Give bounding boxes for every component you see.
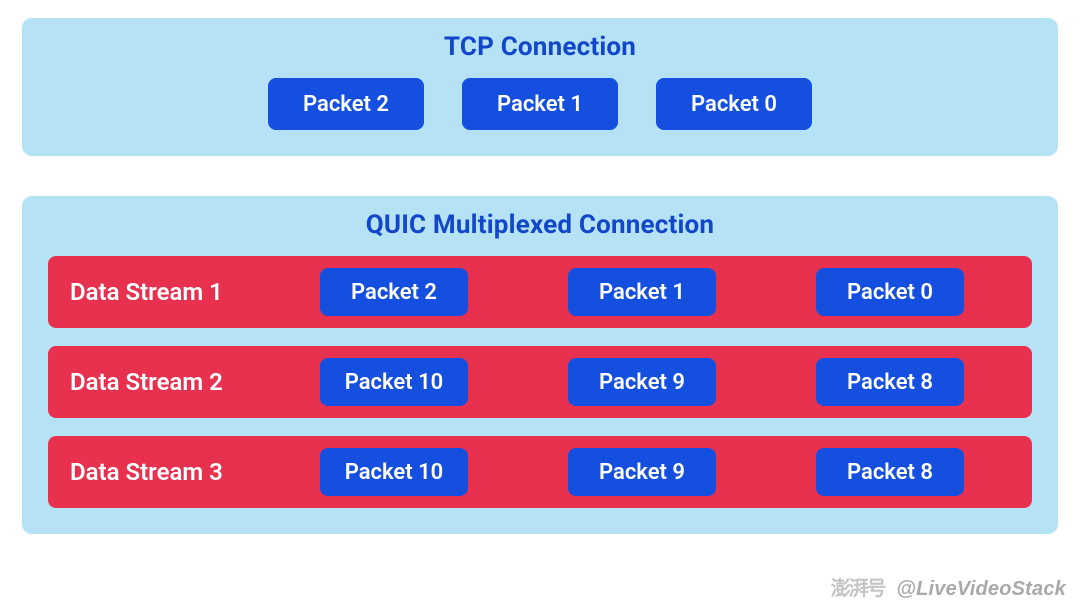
quic-packet: Packet 8 xyxy=(816,358,964,406)
stream-label: Data Stream 3 xyxy=(70,458,270,486)
quic-packet: Packet 9 xyxy=(568,448,716,496)
stream-packets: Packet 10 Packet 9 Packet 8 xyxy=(270,358,1014,406)
data-stream-row: Data Stream 1 Packet 2 Packet 1 Packet 0 xyxy=(48,256,1032,328)
tcp-packet: Packet 1 xyxy=(462,78,618,130)
stream-packets: Packet 2 Packet 1 Packet 0 xyxy=(270,268,1014,316)
quic-streams: Data Stream 1 Packet 2 Packet 1 Packet 0… xyxy=(22,256,1058,534)
quic-packet: Packet 8 xyxy=(816,448,964,496)
watermark-right: @LiveVideoStack xyxy=(896,578,1066,600)
quic-packet: Packet 0 xyxy=(816,268,964,316)
watermark: 澎湃号 @LiveVideoStack xyxy=(831,572,1066,601)
quic-title: QUIC Multiplexed Connection xyxy=(22,210,1058,240)
stream-label: Data Stream 2 xyxy=(70,368,270,396)
watermark-left: 澎湃号 xyxy=(831,578,885,600)
tcp-packet: Packet 0 xyxy=(656,78,812,130)
quic-packet: Packet 10 xyxy=(320,448,468,496)
stream-packets: Packet 10 Packet 9 Packet 8 xyxy=(270,448,1014,496)
stream-label: Data Stream 1 xyxy=(70,278,270,306)
quic-packet: Packet 10 xyxy=(320,358,468,406)
quic-packet: Packet 2 xyxy=(320,268,468,316)
tcp-packet: Packet 2 xyxy=(268,78,424,130)
data-stream-row: Data Stream 3 Packet 10 Packet 9 Packet … xyxy=(48,436,1032,508)
tcp-packet-row: Packet 2 Packet 1 Packet 0 xyxy=(22,78,1058,156)
quic-packet: Packet 1 xyxy=(568,268,716,316)
tcp-panel: TCP Connection Packet 2 Packet 1 Packet … xyxy=(22,18,1058,156)
quic-panel: QUIC Multiplexed Connection Data Stream … xyxy=(22,196,1058,534)
data-stream-row: Data Stream 2 Packet 10 Packet 9 Packet … xyxy=(48,346,1032,418)
tcp-title: TCP Connection xyxy=(22,32,1058,62)
quic-packet: Packet 9 xyxy=(568,358,716,406)
